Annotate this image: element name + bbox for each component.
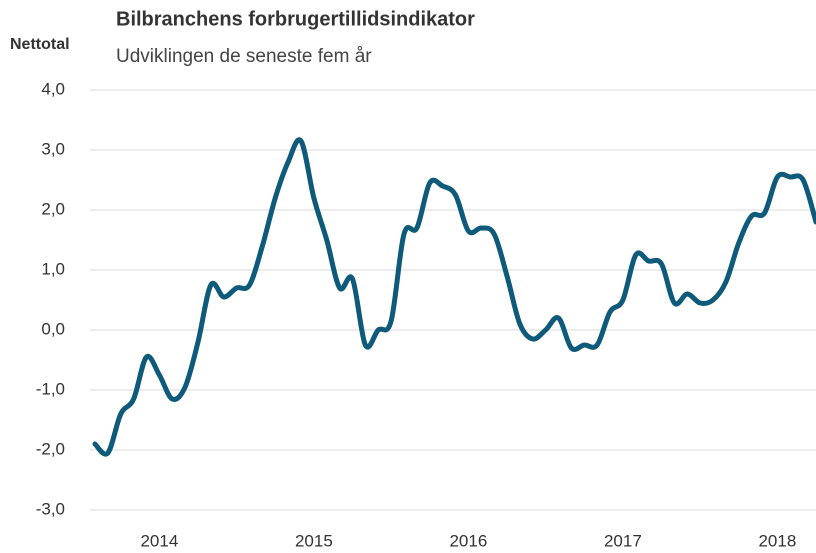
y-tick-label: -3,0 [36, 499, 65, 518]
x-tick-label: 2014 [140, 531, 178, 550]
y-tick-label: 4,0 [41, 79, 65, 98]
x-tick-label: 2018 [758, 531, 796, 550]
y-tick-label: 3,0 [41, 139, 65, 158]
x-tick-label: 2017 [604, 531, 642, 550]
x-tick-label: 2015 [295, 531, 333, 550]
x-tick-label: 2016 [449, 531, 487, 550]
y-tick-label: 0,0 [41, 319, 65, 338]
y-tick-label: -2,0 [36, 439, 65, 458]
y-tick-label: -1,0 [36, 379, 65, 398]
line [92, 137, 816, 457]
chart-title: Bilbranchens forbrugertillidsindikator [116, 8, 475, 30]
chart-subtitle: Udviklingen de seneste fem år [116, 46, 372, 67]
y-axis-label: Nettotal [10, 36, 70, 53]
y-tick-label: 2,0 [41, 199, 65, 218]
y-tick-label: 1,0 [41, 259, 65, 278]
